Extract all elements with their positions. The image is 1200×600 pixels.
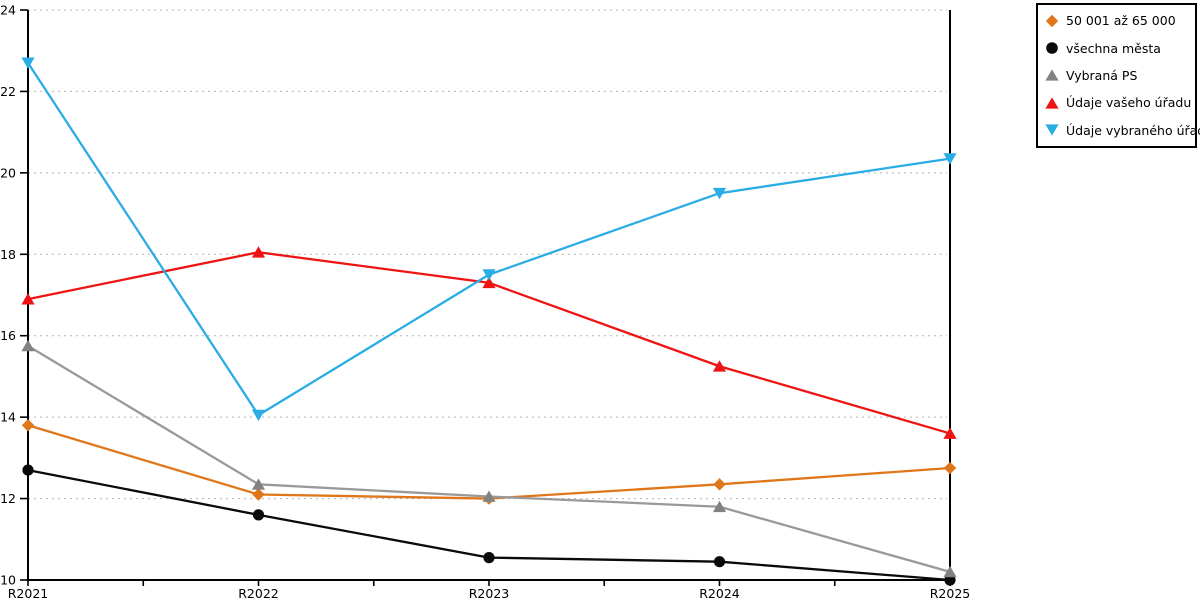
legend-item-0: 50 001 až 65 000 xyxy=(1038,13,1195,28)
legend-item-2: Vybraná PS xyxy=(1038,68,1195,83)
series-line-1 xyxy=(26,468,952,582)
series-2-marker xyxy=(943,565,957,578)
series-2-marker xyxy=(482,490,496,502)
series-3-marker xyxy=(943,427,957,439)
x-tick-label: R2025 xyxy=(930,586,971,600)
series-4-marker xyxy=(482,269,496,281)
legend-label: 50 001 až 65 000 xyxy=(1066,13,1176,29)
series-1-marker xyxy=(22,464,34,476)
series-0-marker xyxy=(943,461,957,475)
y-tick-label: 12 xyxy=(0,491,16,506)
series-line-4 xyxy=(26,61,952,417)
legend-label: Vybraná PS xyxy=(1066,67,1138,83)
series-0-marker xyxy=(252,488,265,501)
y-tick-label: 14 xyxy=(0,410,16,425)
y-tick-label: 24 xyxy=(0,3,16,18)
series-1-marker xyxy=(483,552,495,564)
triangle-down-marker-icon xyxy=(1045,124,1059,136)
series-4-marker xyxy=(712,187,727,200)
series-0-marker xyxy=(21,419,35,432)
legend-label: Údaje vašeho úřadu xyxy=(1066,95,1192,111)
legend-item-4: Údaje vybraného úřadu xyxy=(1038,123,1200,138)
series-0-marker xyxy=(713,478,726,491)
y-tick-label: 10 xyxy=(0,573,16,588)
legend-label: všechna města xyxy=(1066,40,1161,56)
legend-label: Údaje vybraného úřadu xyxy=(1066,122,1200,138)
triangle-up-marker-icon xyxy=(1045,69,1059,82)
series-line-0 xyxy=(26,424,952,500)
series-4-marker xyxy=(943,153,957,165)
x-tick-label: R2021 xyxy=(8,586,49,600)
triangle-up-marker-icon xyxy=(1045,97,1059,109)
series-3-marker xyxy=(21,293,35,305)
series-4-marker xyxy=(21,57,35,69)
series-3-marker xyxy=(712,360,727,372)
legend-item-1: všechna města xyxy=(1038,41,1195,56)
circle-marker-icon xyxy=(1046,42,1058,54)
series-4-marker xyxy=(251,409,266,422)
series-2-marker xyxy=(712,500,727,513)
y-tick-label: 18 xyxy=(0,247,16,262)
series-3-marker xyxy=(251,246,266,258)
x-tick-label: R2024 xyxy=(699,586,740,600)
series-1-marker xyxy=(713,556,726,568)
legend-item-3: Údaje vašeho úřadu xyxy=(1038,95,1195,110)
series-1-marker xyxy=(252,509,265,521)
legend: 50 001 až 65 000 všechna města Vybraná PS Ú… xyxy=(1036,3,1200,148)
diamond-marker-icon xyxy=(1045,14,1059,27)
y-tick-label: 22 xyxy=(0,84,16,99)
series-line-2 xyxy=(26,344,952,574)
y-tick-label: 20 xyxy=(0,165,16,180)
series-2-marker xyxy=(21,339,35,352)
series-3-marker xyxy=(482,276,496,289)
y-tick-label: 16 xyxy=(0,328,16,343)
x-tick-label: R2023 xyxy=(469,586,510,600)
x-tick-label: R2022 xyxy=(238,586,279,600)
series-2-marker xyxy=(251,478,266,490)
